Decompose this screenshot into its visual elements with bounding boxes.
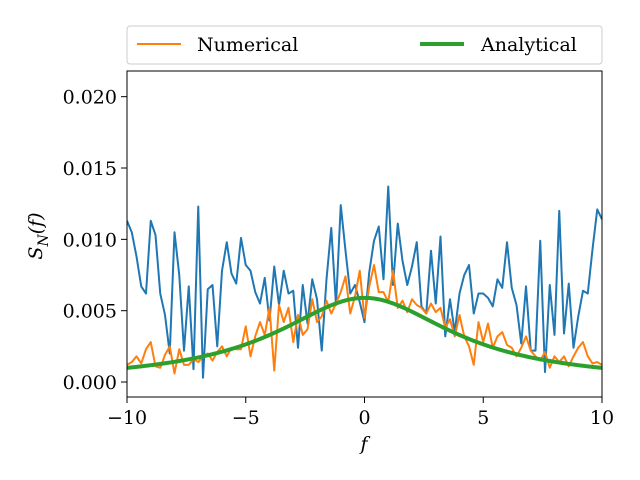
y-tick-label: 0.000 <box>63 372 117 394</box>
x-tick-label: 0 <box>358 407 370 429</box>
y-axis-label: SN(f) <box>25 212 52 259</box>
y-tick-label: 0.015 <box>63 158 117 180</box>
y-axis-label-subscript: N <box>36 234 52 248</box>
plot-area <box>126 70 603 398</box>
x-tick-label: 10 <box>590 407 614 429</box>
series-layer <box>127 185 602 379</box>
y-tick-label: 0.020 <box>63 87 117 109</box>
x-tick-label: −10 <box>107 407 147 429</box>
series-1-line <box>127 185 602 379</box>
legend-label-analytical: Analytical <box>480 34 577 56</box>
analytical-line <box>127 295 602 370</box>
x-tick-label: −5 <box>232 407 260 429</box>
x-axis: −10 −5 0 5 10 <box>107 397 614 429</box>
y-axis-label-main: S <box>25 247 47 260</box>
x-tick-label: 5 <box>477 407 489 429</box>
legend-frame <box>126 25 603 65</box>
y-tick-label: 0.010 <box>63 229 117 251</box>
y-axis: 0.000 0.005 0.010 0.015 0.020 <box>63 87 127 394</box>
y-tick-label: 0.005 <box>63 301 117 323</box>
y-axis-label-argument: (f) <box>25 212 47 234</box>
legend: Numerical Analytical <box>126 25 603 65</box>
legend-label-numerical: Numerical <box>197 34 298 56</box>
x-axis-label: f <box>358 433 370 455</box>
